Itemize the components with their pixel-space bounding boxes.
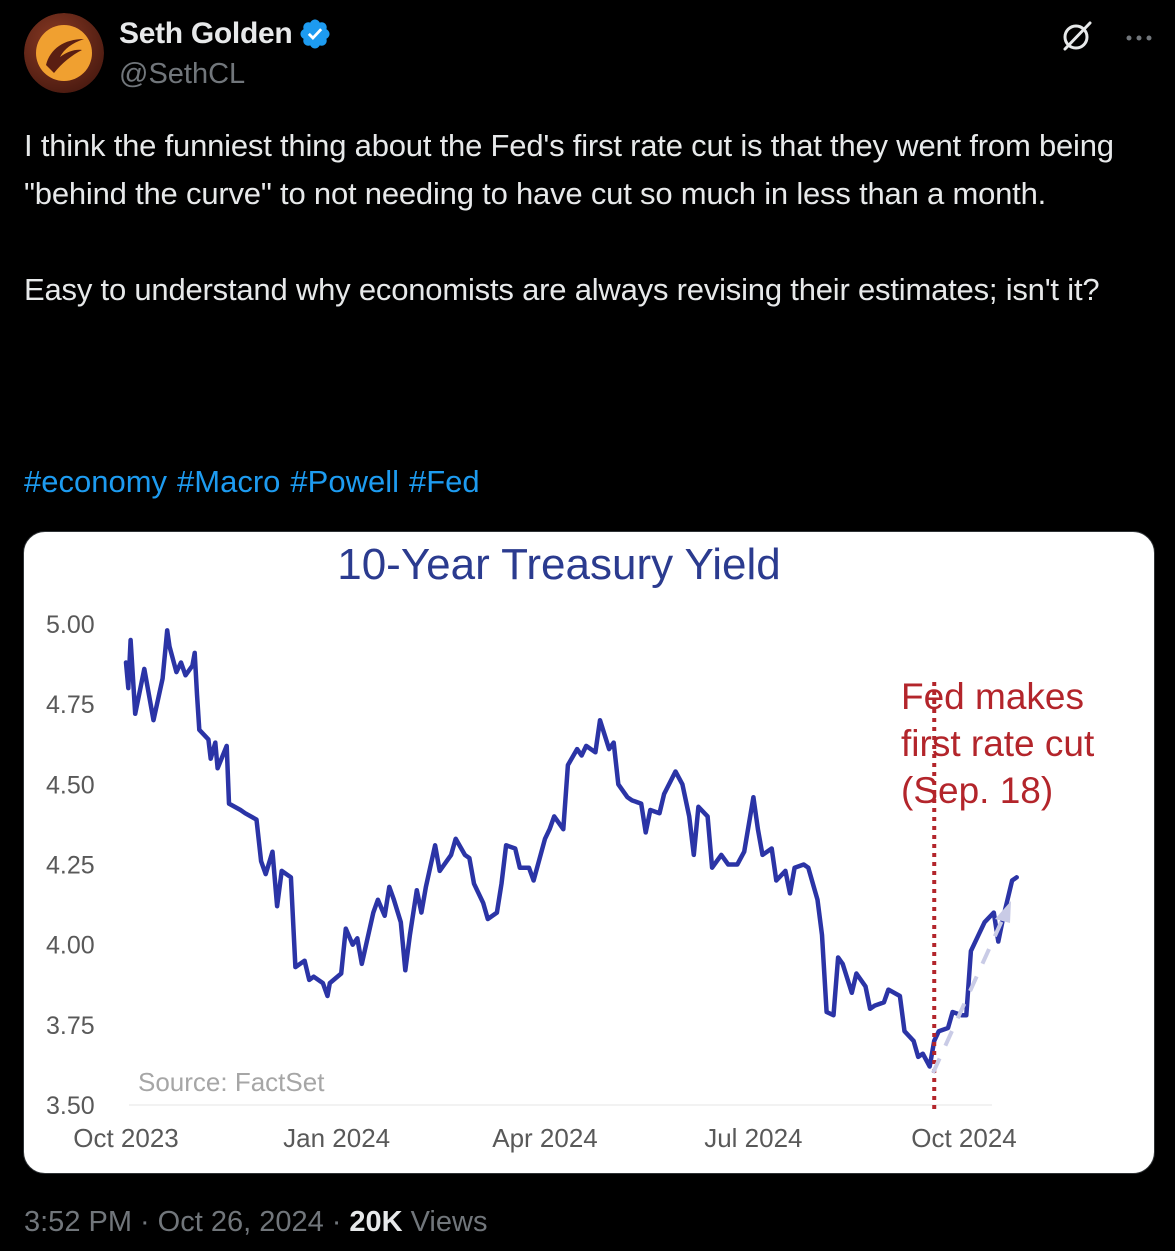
annotation-line-3: (Sep. 18) bbox=[901, 770, 1053, 811]
tweet-paragraph-1: I think the funniest thing about the Fed… bbox=[24, 128, 1123, 211]
tweet-actions-top bbox=[1059, 18, 1153, 59]
annotation-line-2: first rate cut bbox=[901, 723, 1095, 764]
x-tick-label: Jul 2024 bbox=[704, 1123, 802, 1153]
y-tick-label: 4.25 bbox=[46, 852, 95, 880]
y-tick-label: 4.00 bbox=[46, 932, 95, 960]
verified-badge-icon bbox=[300, 19, 330, 49]
x-tick-label: Apr 2024 bbox=[492, 1123, 598, 1153]
separator-dot: · bbox=[140, 1206, 150, 1238]
x-tick-label: Oct 2023 bbox=[73, 1123, 179, 1153]
views-label: Views bbox=[410, 1206, 488, 1238]
y-tick-label: 4.50 bbox=[46, 771, 95, 799]
trend-arrow bbox=[931, 901, 1011, 1074]
y-tick-label: 3.50 bbox=[46, 1092, 95, 1120]
hashtag-list: #economy #Macro #Powell #Fed bbox=[24, 458, 490, 506]
more-icon[interactable] bbox=[1125, 30, 1153, 48]
x-tick-label: Oct 2024 bbox=[911, 1123, 1017, 1153]
author-info: Seth Golden @SethCL bbox=[119, 14, 332, 91]
annotation-line-1: Fed makes bbox=[901, 676, 1084, 717]
hashtag-macro[interactable]: #Macro bbox=[177, 464, 281, 499]
tweet-meta: 3:52 PM · Oct 26, 2024 · 20K Views bbox=[24, 1206, 487, 1239]
hashtag-economy[interactable]: #economy bbox=[24, 464, 168, 499]
tweet-date[interactable]: Oct 26, 2024 bbox=[157, 1206, 324, 1238]
yield-chart: 10-Year Treasury Yield 5.00 4.75 4.50 4.25 4… bbox=[46, 540, 1095, 1153]
separator-dot: · bbox=[331, 1206, 342, 1238]
chart-title: 10-Year Treasury Yield bbox=[337, 540, 781, 589]
x-axis-ticks: Oct 2023 Jan 2024 Apr 2024 Jul 2024 Oct 2024 bbox=[73, 1123, 1017, 1153]
y-tick-label: 3.75 bbox=[46, 1012, 95, 1040]
y-tick-label: 5.00 bbox=[46, 611, 95, 639]
views-count: 20K bbox=[349, 1206, 403, 1238]
tweet-text: I think the funniest thing about the Fed… bbox=[24, 122, 1154, 314]
tweet-time[interactable]: 3:52 PM bbox=[24, 1206, 132, 1238]
author-name-row[interactable]: Seth Golden bbox=[119, 14, 332, 54]
hashtag-fed[interactable]: #Fed bbox=[408, 464, 480, 499]
avatar-logo bbox=[24, 13, 104, 93]
avatar[interactable] bbox=[24, 13, 104, 93]
hashtag-powell[interactable]: #Powell bbox=[290, 464, 399, 499]
display-name[interactable]: Seth Golden bbox=[119, 17, 293, 50]
series-line-10y-yield bbox=[123, 628, 1019, 1069]
rate-cut-annotation: Fed makes first rate cut (Sep. 18) bbox=[901, 676, 1095, 811]
chart-source: Source: FactSet bbox=[138, 1067, 325, 1097]
tweet-paragraph-2: Easy to understand why economists are al… bbox=[24, 272, 1100, 307]
y-axis-ticks: 5.00 4.75 4.50 4.25 4.00 3.75 3.50 bbox=[46, 611, 95, 1120]
tweet-media-chart[interactable]: 10-Year Treasury Yield 5.00 4.75 4.50 4.25 4… bbox=[23, 531, 1155, 1174]
x-tick-label: Jan 2024 bbox=[283, 1123, 390, 1153]
author-handle[interactable]: @SethCL bbox=[119, 58, 246, 90]
y-tick-label: 4.75 bbox=[46, 691, 95, 719]
grok-icon[interactable] bbox=[1059, 18, 1095, 59]
